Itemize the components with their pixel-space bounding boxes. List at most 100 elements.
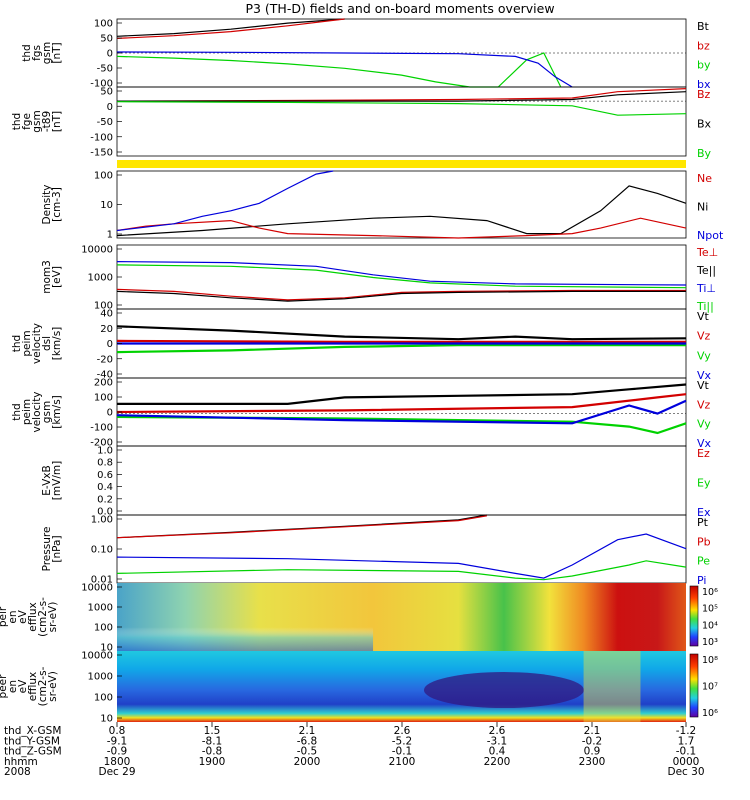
legend-Bz: Bz (697, 88, 711, 101)
y-axis-label: Pressure[nPa] (41, 527, 63, 572)
colorbar-label: 10⁷ (702, 682, 718, 693)
y-tick-label: 1.0 (97, 446, 113, 457)
legend-Bt: Bt (697, 20, 710, 33)
y-tick-label: 200 (94, 378, 113, 389)
series-Vz (116, 339, 686, 343)
plot-frame (116, 244, 687, 310)
ion-low-energy-band (117, 583, 374, 651)
x-row-value: 1.5 (204, 725, 221, 737)
legend-Ne: Ne (697, 172, 712, 185)
legend-Te||: Te|| (696, 264, 716, 277)
y-axis-label: thdpeimvelocitygsm[km/s] (11, 391, 63, 432)
series-Bx (117, 91, 687, 102)
electron-dark-region (423, 672, 584, 709)
y-tick-label: 40 (100, 309, 113, 320)
mode-bar (117, 160, 686, 168)
y-tick-label: 0 (107, 102, 113, 113)
legend-Vy: Vy (697, 418, 711, 431)
y-tick-label: 50 (100, 34, 113, 45)
y-tick-label: 10 (100, 200, 113, 211)
colorbar-label: 10⁴ (702, 620, 718, 631)
y-tick-label: 10000 (81, 651, 113, 662)
y-tick-label: 100 (94, 301, 113, 312)
y-tick-label: -100 (90, 79, 113, 90)
y-tick-label: -50 (97, 117, 113, 128)
series-Te⊥ (116, 288, 686, 301)
y-tick-label: 10 (100, 643, 113, 654)
x-row-value: 2.1 (299, 725, 316, 737)
y-tick-label: 10000 (81, 583, 113, 594)
legend-Vt: Vt (697, 310, 710, 323)
x-row-value: -0.2 (582, 735, 603, 747)
x-row-label: 2008 (4, 766, 31, 778)
panel-p9: 1.00 0.10 0.01 Pressure[nPa] Pt Pb Pe Pi (41, 514, 711, 587)
x-row-value: -0.1 (392, 746, 413, 758)
x-row-value: Dec 30 (667, 766, 704, 778)
x-row-value: 0.9 (584, 746, 601, 758)
panel-p8: 1.00.80.60.40.2 0.0 E-VxB[mV/m] Ez Ey Ex (41, 446, 711, 520)
series-Pb (116, 515, 487, 539)
series-Vz (116, 393, 687, 414)
series-Ne (116, 217, 687, 239)
legend-Ti⊥: Ti⊥ (696, 282, 716, 295)
x-row-value: -3.1 (487, 735, 508, 747)
colorbar-p10 (689, 585, 699, 647)
y-tick-label: 100 (94, 393, 113, 404)
x-row-value: 2300 (579, 756, 606, 768)
panel-p4: 100 10 1 Density[cm-3] Ne Ni Npot (41, 170, 724, 242)
x-row-value: 0.8 (109, 725, 126, 737)
y-tick-label: 0.01 (91, 575, 113, 586)
y-tick-label: 100 (94, 19, 113, 30)
y-axis-label: thdfgegsm-t89[nT] (11, 110, 63, 132)
legend-Vy: Vy (697, 349, 711, 362)
x-row-value: 0000 (673, 756, 700, 768)
legend-Pt: Pt (697, 516, 709, 529)
y-tick-label: 100 (94, 623, 113, 634)
legend-bx: bx (697, 78, 711, 91)
y-tick-label: 0 (107, 339, 113, 350)
plot-frame (116, 86, 687, 157)
legend-Pe: Pe (697, 555, 710, 568)
y-tick-label: 0 (107, 49, 113, 60)
series-Te|| (116, 290, 686, 302)
legend-Vz: Vz (697, 330, 711, 343)
series-Pi (116, 533, 687, 579)
y-tick-label: 0.4 (97, 482, 113, 493)
y-tick-label: 1.00 (91, 515, 113, 526)
series-Vy (116, 415, 687, 435)
legend-Vt: Vt (697, 379, 710, 392)
x-row-value: -1.2 (676, 725, 697, 737)
y-tick-label: 50 (100, 87, 113, 98)
panels-group: 100500-50-100thdfgsgsm[nT]Btbzbybx500-50… (0, 18, 724, 725)
series-Vt (116, 325, 687, 341)
series-Npot (116, 170, 334, 232)
series-by (116, 52, 562, 88)
panel-p1: 100 50 0 -50 -100 thdfgsgsm[nT] Bt bz by bx (21, 18, 711, 91)
legend-Ey: Ey (697, 477, 711, 490)
series-Ni (116, 185, 687, 237)
time-axis: thd_X-GSM 0.8 1.5 2.1 2.6 2.6 2.1 -1.2 thd_Y-GSM… (4, 722, 705, 778)
x-row-value: 2.6 (394, 725, 411, 737)
legend-bz: bz (697, 39, 710, 52)
panel-p10: 10⁶ 10⁵ 10⁴ 10³ 10000 1000 100 10 thdpeireneVeff… (0, 583, 718, 654)
x-row-value: -6.8 (297, 735, 318, 747)
y-tick-label: -20 (97, 354, 113, 365)
x-row-value: -8.1 (202, 735, 223, 747)
legend-Vx: Vx (697, 369, 712, 382)
panel-p2: 50 0 -50 -100 -150 thdfgegsm-t89[nT] Bz Bx By (11, 87, 712, 161)
legend-Bx: Bx (697, 118, 712, 131)
x-row-label: thd_Y-GSM (4, 735, 60, 747)
colorbar-label: 10⁶ (702, 708, 718, 719)
x-row-value: 2.1 (584, 725, 601, 737)
legend-Te⊥: Te⊥ (696, 246, 718, 259)
plot-frame (116, 445, 687, 516)
y-tick-label: 0.2 (97, 494, 113, 505)
series-Bt (116, 18, 345, 37)
y-tick-label: -100 (90, 423, 113, 434)
y-axis-label: thdfgsgsm[nT] (21, 42, 63, 64)
x-row-value: 2200 (484, 756, 511, 768)
legend-Vx: Vx (697, 437, 712, 450)
series-Vt (117, 383, 687, 405)
panel-p7: 200 100 0 -100 -200 thdpeimvelocitygsm[km/s] V… (11, 378, 712, 451)
y-tick-label: 100 (94, 171, 113, 182)
